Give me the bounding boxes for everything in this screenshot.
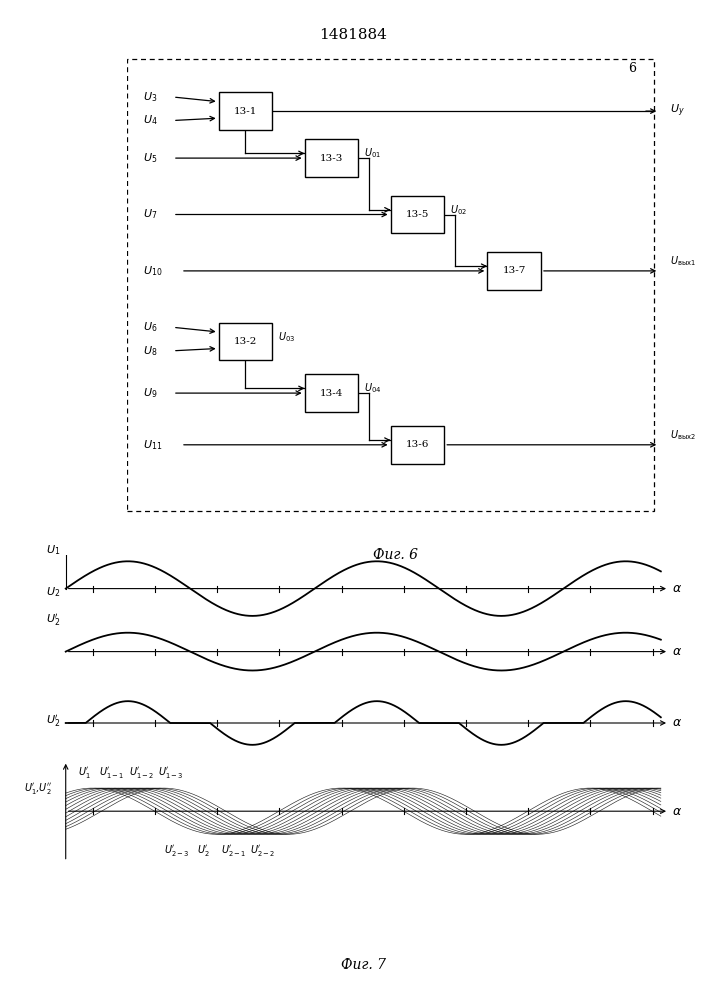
Text: 13-3: 13-3 <box>320 154 343 163</box>
Text: 13-4: 13-4 <box>320 389 343 398</box>
Text: $U_{2-2}'$: $U_{2-2}'$ <box>250 843 276 858</box>
Text: $U_{1-3}'$: $U_{1-3}'$ <box>158 765 184 780</box>
Bar <box>218 323 272 360</box>
Text: 13-2: 13-2 <box>234 337 257 346</box>
Text: $U_1'$,$U_2''$: $U_1'$,$U_2''$ <box>24 781 52 796</box>
Text: Фиг. 6: Фиг. 6 <box>373 548 419 562</box>
Text: $U_{02}$: $U_{02}$ <box>450 203 467 217</box>
Text: $U_8$: $U_8$ <box>144 344 158 358</box>
Text: 13-7: 13-7 <box>503 266 526 275</box>
Text: $\alpha$: $\alpha$ <box>672 582 682 595</box>
Bar <box>218 92 272 130</box>
Text: $U_4$: $U_4$ <box>144 114 158 127</box>
Text: $U_{10}$: $U_{10}$ <box>144 264 163 278</box>
Text: $U_5$: $U_5$ <box>144 151 158 165</box>
Text: 13-5: 13-5 <box>406 210 429 219</box>
Bar <box>487 252 541 290</box>
Text: $U_{03}$: $U_{03}$ <box>278 330 295 344</box>
Text: $U_{2-3}'$: $U_{2-3}'$ <box>164 843 189 858</box>
Text: $U_{\text{вых}1}$: $U_{\text{вых}1}$ <box>670 255 696 268</box>
Text: 13-1: 13-1 <box>234 107 257 116</box>
Text: $U_y$: $U_y$ <box>670 103 685 119</box>
Text: $U_1'$: $U_1'$ <box>78 765 91 780</box>
Text: $U_{1-2}'$: $U_{1-2}'$ <box>129 765 154 780</box>
Text: $U_1$: $U_1$ <box>46 543 60 557</box>
Text: 1481884: 1481884 <box>320 28 387 42</box>
Text: $U_{04}$: $U_{04}$ <box>363 381 381 395</box>
Bar <box>390 196 444 233</box>
Text: $U_{\text{вых}2}$: $U_{\text{вых}2}$ <box>670 428 696 442</box>
Bar <box>305 374 358 412</box>
Text: $U_{1-1}'$: $U_{1-1}'$ <box>99 765 124 780</box>
Text: $U_{11}$: $U_{11}$ <box>144 438 163 452</box>
Text: 6: 6 <box>629 62 636 75</box>
Text: Фиг. 7: Фиг. 7 <box>341 958 386 972</box>
Text: $\alpha$: $\alpha$ <box>672 716 682 730</box>
Text: $\alpha$: $\alpha$ <box>672 645 682 658</box>
Text: $U_2'$: $U_2'$ <box>197 843 210 858</box>
Text: $U_2'$: $U_2'$ <box>46 612 60 629</box>
Text: $U_7$: $U_7$ <box>144 208 158 221</box>
Text: $U_2'$: $U_2'$ <box>46 713 60 729</box>
Bar <box>305 139 358 177</box>
Text: $U_9$: $U_9$ <box>144 386 158 400</box>
Text: $U_2$: $U_2$ <box>46 585 60 599</box>
Text: $\alpha$: $\alpha$ <box>672 805 682 818</box>
Text: $U_6$: $U_6$ <box>144 320 158 334</box>
Bar <box>390 426 444 464</box>
Text: $U_{2-1}'$: $U_{2-1}'$ <box>221 843 246 858</box>
Text: $U_{01}$: $U_{01}$ <box>363 146 381 160</box>
Text: 13-6: 13-6 <box>406 440 429 449</box>
Text: $U_3$: $U_3$ <box>144 90 158 104</box>
